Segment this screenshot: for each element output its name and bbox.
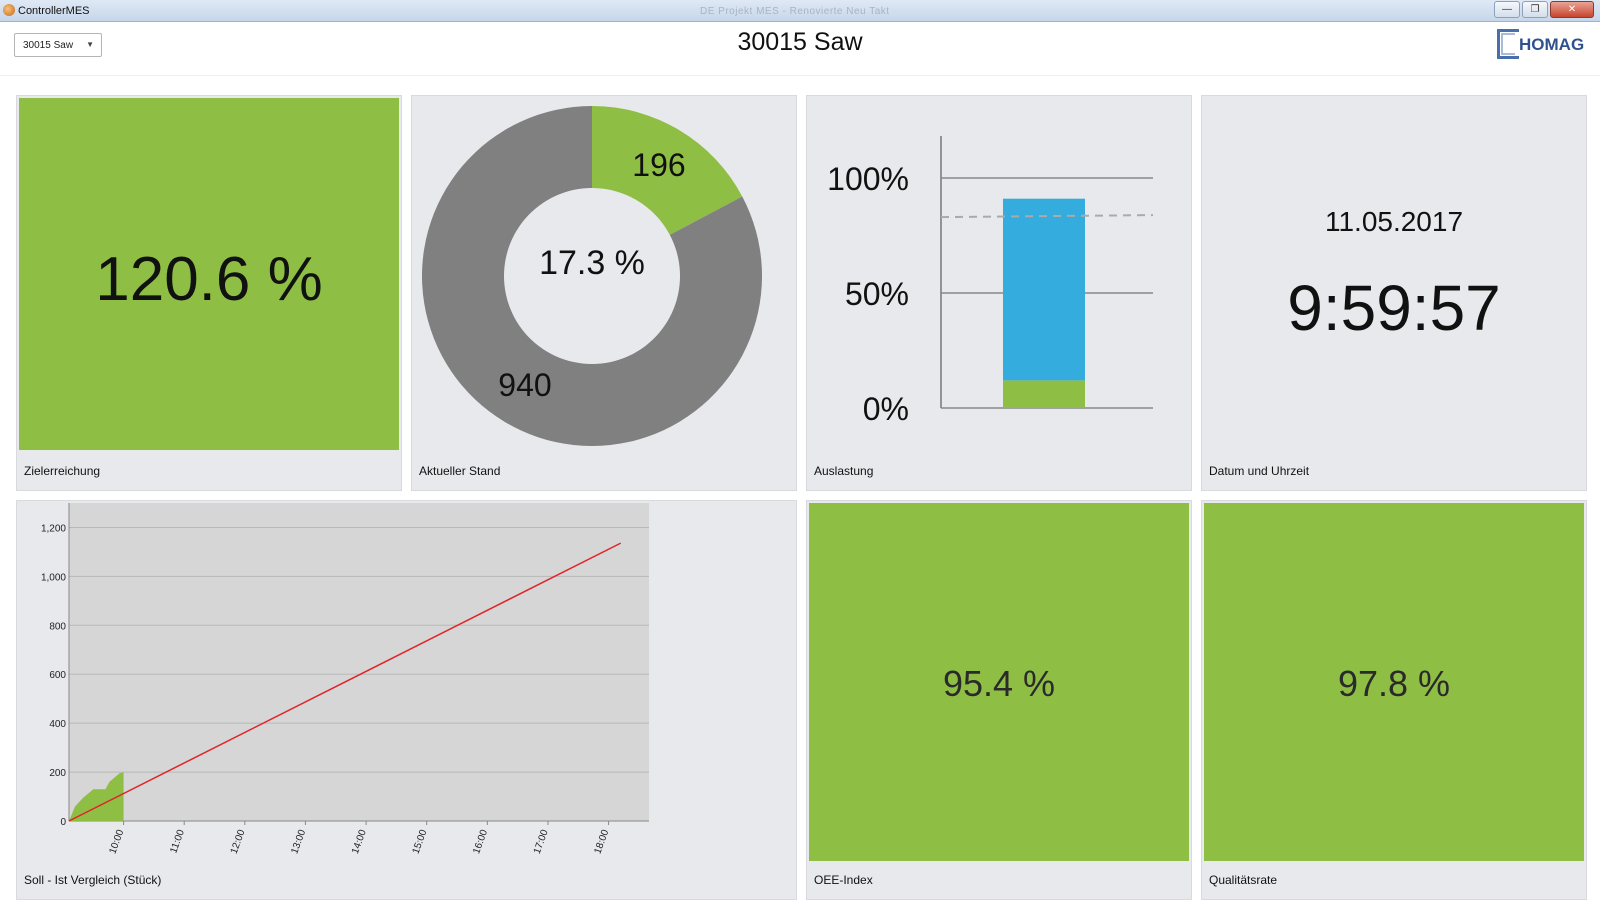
- tile-soll-ist[interactable]: 0 200 400 600 800 1,000 1,200 10:00 11:00 12:00 13…: [16, 500, 797, 900]
- maximize-button[interactable]: ❐: [1522, 1, 1548, 18]
- window-titlebar: ControllerMES DE Projekt MES - Renoviert…: [0, 0, 1600, 22]
- auslastung-tick-label: 100%: [827, 161, 909, 197]
- close-button[interactable]: ✕: [1550, 1, 1594, 18]
- tile-qualitaetsrate[interactable]: 97.8 % Qualitätsrate: [1201, 500, 1587, 900]
- dashboard-header: 30015 Saw ▼ 30015 Saw HOMAG: [0, 22, 1600, 76]
- current-date: 11.05.2017: [1324, 206, 1464, 237]
- app-title: ControllerMES: [18, 5, 90, 17]
- y-tick-label: 400: [49, 719, 66, 730]
- y-tick-label: 800: [49, 621, 66, 632]
- donut-center-percent: 17.3 %: [539, 244, 645, 282]
- x-tick-label: 16:00: [471, 828, 490, 856]
- logo-text: HOMAG: [1519, 35, 1585, 54]
- x-tick-label: 13:00: [289, 828, 308, 856]
- x-tick-label: 11:00: [168, 828, 187, 855]
- tile-zielerreichung[interactable]: 120.6 % Zielerreichung: [16, 95, 402, 491]
- machine-select-value: 30015 Saw: [23, 40, 74, 51]
- x-tick-label: 12:00: [229, 828, 248, 856]
- tile-label-aktueller-stand: Aktueller Stand: [419, 464, 501, 478]
- y-tick-label: 200: [49, 768, 66, 779]
- x-tick-label: 18:00: [593, 828, 612, 856]
- x-tick-label: 10:00: [107, 828, 126, 856]
- auslastung-bar-green: [1003, 380, 1085, 408]
- tile-label-qualitaet: Qualitätsrate: [1209, 873, 1278, 887]
- x-tick-label: 17:00: [532, 828, 551, 856]
- app-icon: [3, 4, 15, 16]
- qualitaet-value: 97.8 %: [1337, 663, 1451, 704]
- y-tick-label: 0: [60, 817, 66, 828]
- donut-chart: 196 940 17.3 %: [422, 106, 762, 446]
- tile-oee-index[interactable]: 95.4 % OEE-Index: [806, 500, 1192, 900]
- auslastung-chart: 100% 50% 0%: [827, 136, 1154, 427]
- y-tick-label: 600: [49, 670, 66, 681]
- auslastung-tick-label: 50%: [845, 276, 909, 312]
- donut-slice-1: [422, 106, 762, 446]
- y-tick-label: 1,000: [41, 572, 66, 583]
- minimize-button[interactable]: —: [1494, 1, 1520, 18]
- tile-label-soll-ist: Soll - Ist Vergleich (Stück): [24, 873, 162, 887]
- tile-datum-uhrzeit[interactable]: 11.05.2017 9:59:57 Datum und Uhrzeit: [1201, 95, 1587, 491]
- auslastung-tick-label: 0%: [863, 391, 909, 427]
- machine-select[interactable]: 30015 Saw ▼: [14, 33, 102, 57]
- auslastung-bar-blue: [1003, 198, 1085, 381]
- tile-aktueller-stand[interactable]: 196 940 17.3 % Aktueller Stand: [411, 95, 797, 491]
- tile-label-datum: Datum und Uhrzeit: [1209, 464, 1310, 478]
- zielerreichung-value: 120.6 %: [95, 245, 323, 314]
- series-actual-area: [69, 772, 124, 821]
- tile-label-auslastung: Auslastung: [814, 464, 874, 478]
- x-tick-label: 15:00: [411, 828, 430, 856]
- donut-slice-0: [592, 106, 743, 235]
- donut-label-remaining: 940: [498, 367, 551, 403]
- x-tick-label: 14:00: [350, 828, 369, 856]
- series-target-line: [68, 542, 622, 822]
- chevron-down-icon: ▼: [86, 40, 94, 49]
- donut-label-done: 196: [632, 147, 685, 183]
- auslastung-target-line: [940, 214, 1154, 219]
- tile-auslastung[interactable]: 100% 50% 0% Auslastung: [806, 95, 1192, 491]
- current-time: 9:59:57: [1287, 272, 1501, 344]
- page-title: 30015 Saw: [737, 28, 863, 56]
- oee-value: 95.4 %: [942, 663, 1056, 704]
- soll-ist-chart: 0 200 400 600 800 1,000 1,200 10:00 11:00 12:00 13…: [41, 503, 649, 856]
- homag-logo: HOMAG: [1497, 29, 1587, 59]
- tile-label-zielerreichung: Zielerreichung: [24, 464, 101, 478]
- y-tick-label: 1,200: [41, 523, 66, 534]
- tile-label-oee: OEE-Index: [814, 873, 873, 887]
- window-subtitle: DE Projekt MES - Renovierte Neu Takt: [700, 6, 890, 17]
- plot-area: [69, 503, 649, 821]
